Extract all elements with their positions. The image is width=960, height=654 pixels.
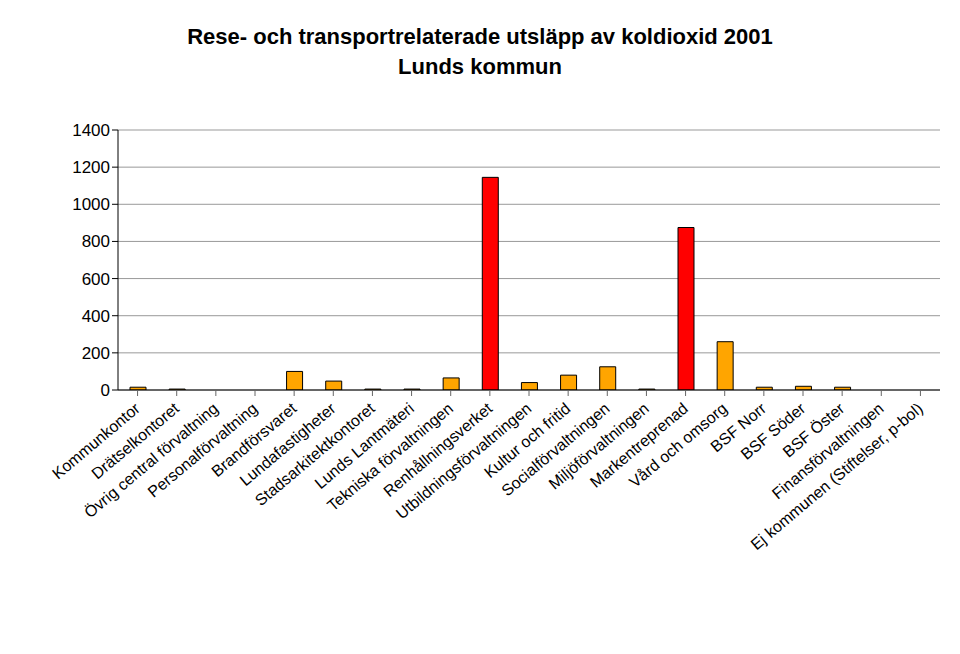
svg-text:600: 600 bbox=[82, 270, 110, 289]
svg-text:Kultur och fritid: Kultur och fritid bbox=[480, 399, 574, 482]
html-text:Lunds kommun: Lunds kommun bbox=[398, 54, 562, 79]
svg-text:Brandförsvaret: Brandförsvaret bbox=[208, 399, 300, 480]
html-text:Rese- och transportrelaterade: Rese- och transportrelaterade utsläpp av… bbox=[187, 24, 773, 49]
svg-text:BSF Söder: BSF Söder bbox=[737, 399, 809, 463]
svg-text:Finansförvaltningen: Finansförvaltningen bbox=[768, 399, 887, 503]
svg-text:Lundafastigheter: Lundafastigheter bbox=[236, 399, 339, 490]
svg-text:400: 400 bbox=[82, 307, 110, 326]
svg-text:Lunds Lantmäteri: Lunds Lantmäteri bbox=[311, 399, 417, 492]
svg-text:0: 0 bbox=[101, 381, 110, 400]
svg-text:Renhållningsverket: Renhållningsverket bbox=[380, 399, 496, 500]
svg-text:BSF Norr: BSF Norr bbox=[707, 399, 770, 456]
svg-text:1200: 1200 bbox=[72, 158, 110, 177]
svg-text:Stadsarkitektkontoret: Stadsarkitektkontoret bbox=[251, 399, 378, 510]
svg-text:Kommunkontor: Kommunkontor bbox=[49, 399, 143, 483]
svg-text:Miljöförvaltningen: Miljöförvaltningen bbox=[545, 399, 652, 493]
svg-text:1400: 1400 bbox=[72, 121, 110, 140]
svg-text:Personalförvaltning: Personalförvaltning bbox=[144, 399, 261, 501]
svg-text:Vård och omsorg: Vård och omsorg bbox=[625, 399, 731, 491]
svg-text:Övrig central förvaltning: Övrig central förvaltning bbox=[81, 399, 222, 522]
svg-text:Socialförvaltningen: Socialförvaltningen bbox=[498, 399, 613, 500]
svg-text:1000: 1000 bbox=[72, 195, 110, 214]
svg-text:Drätselkontoret: Drätselkontoret bbox=[88, 399, 183, 483]
svg-text:Markentreprenad: Markentreprenad bbox=[586, 399, 691, 491]
svg-text:BSF Öster: BSF Öster bbox=[779, 399, 848, 461]
svg-text:Ej kommunen (Stiftelser, p-bol: Ej kommunen (Stiftelser, p-bol) bbox=[747, 399, 925, 553]
svg-text:Tekniska förvaltningen: Tekniska förvaltningen bbox=[324, 399, 457, 515]
svg-text:200: 200 bbox=[82, 344, 110, 363]
svg-text:800: 800 bbox=[82, 232, 110, 251]
svg-text:Utbildningsförvaltningen: Utbildningsförvaltningen bbox=[392, 399, 535, 523]
